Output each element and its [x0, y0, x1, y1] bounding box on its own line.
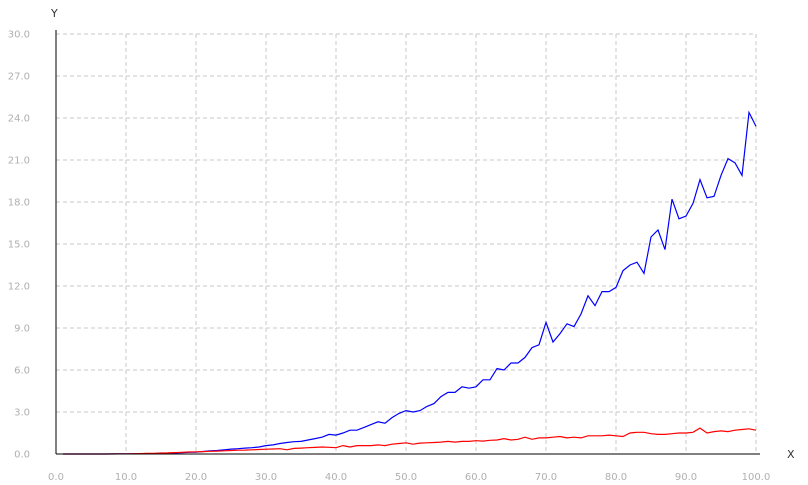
x-axis-title: X — [787, 448, 795, 461]
grid — [56, 33, 757, 454]
y-tick-label: 12.0 — [8, 282, 30, 293]
x-tick-label: 0.0 — [48, 472, 64, 483]
x-tick-label: 100.0 — [742, 472, 771, 483]
y-tick-labels: 0.0 3.0 6.0 9.0 12.0 15.0 18.0 21.0 24.0 27.0 30.0 — [8, 30, 30, 461]
x-tick-label: 20.0 — [185, 472, 207, 483]
x-tick-label: 60.0 — [465, 472, 487, 483]
y-axis-title: Y — [50, 7, 58, 20]
y-tick-label: 3.0 — [14, 408, 30, 419]
x-tick-label: 30.0 — [255, 472, 277, 483]
y-tick-label: 0.0 — [14, 450, 30, 461]
x-tick-labels: 0.0 10.0 20.0 30.0 40.0 50.0 60.0 70.0 80.0 90.0 1… — [48, 472, 770, 483]
y-tick-label: 27.0 — [8, 72, 30, 83]
y-tick-label: 6.0 — [14, 366, 30, 377]
x-tick-label: 90.0 — [675, 472, 697, 483]
series-line-1 — [63, 110, 757, 455]
series-line-2 — [63, 427, 757, 455]
x-tick-label: 10.0 — [115, 472, 137, 483]
y-tick-label: 9.0 — [14, 324, 30, 335]
y-tick-label: 24.0 — [8, 114, 30, 125]
x-tick-label: 50.0 — [395, 472, 417, 483]
series-group — [63, 110, 757, 455]
x-tick-label: 80.0 — [605, 472, 627, 483]
x-tick-label: 70.0 — [535, 472, 557, 483]
y-tick-label: 15.0 — [8, 240, 30, 251]
y-tick-label: 30.0 — [8, 30, 30, 41]
y-tick-label: 21.0 — [8, 156, 30, 167]
y-tick-label: 18.0 — [8, 198, 30, 209]
x-tick-label: 40.0 — [325, 472, 347, 483]
